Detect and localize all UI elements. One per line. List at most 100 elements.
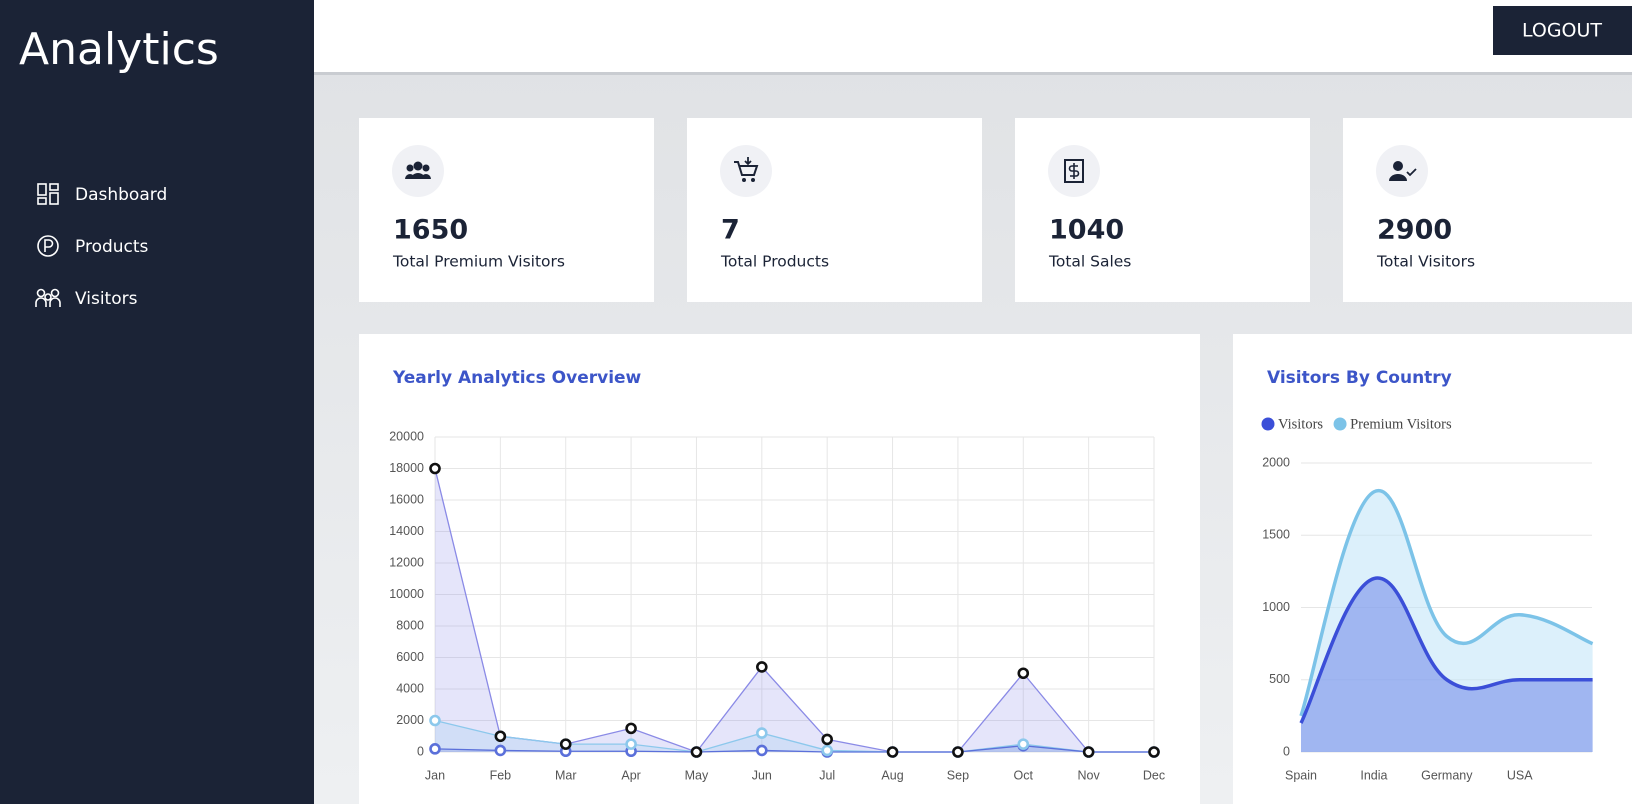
sidebar: [0, 0, 314, 804]
x-tick-label: Aug: [881, 768, 903, 782]
data-point: [429, 714, 441, 727]
stat-label: Total Premium Visitors: [392, 253, 565, 271]
stat-icon: [413, 161, 423, 171]
nav-icon: [37, 235, 59, 257]
data-point: [756, 661, 768, 673]
stat-icon: [1406, 168, 1417, 177]
x-tick-label: Germany: [1421, 768, 1473, 782]
data-point: [886, 746, 899, 758]
data-point: [1017, 667, 1030, 680]
stat-card: [1015, 118, 1310, 302]
stat-card: [687, 118, 982, 302]
data-point: [756, 744, 768, 757]
y-tick-label: 0: [417, 744, 424, 758]
y-tick-label: 16000: [389, 492, 424, 506]
stat-icon-bg: [1376, 145, 1428, 197]
y-tick-label: 12000: [389, 555, 424, 569]
data-point: [952, 746, 964, 758]
nav-label[interactable]: Visitors: [75, 289, 138, 309]
app-title: Analytics: [19, 24, 219, 75]
x-tick-label: Dec: [1143, 768, 1165, 782]
data-point: [821, 744, 833, 757]
data-point: [756, 727, 768, 739]
stat-icon: [734, 161, 759, 176]
header: [314, 0, 1632, 73]
y-tick-label: 0: [1283, 744, 1290, 758]
stat-value: 2900: [1377, 215, 1452, 246]
x-tick-label: Mar: [555, 768, 577, 782]
chart-panel: [359, 334, 1200, 804]
nav-icon: [36, 288, 46, 298]
stat-icon: [742, 178, 746, 182]
data-point: [429, 743, 441, 755]
x-tick-label: Sep: [947, 768, 969, 782]
x-tick-label: Oct: [1014, 768, 1034, 782]
logout-button[interactable]: [1493, 6, 1632, 55]
data-point: [494, 730, 507, 743]
nav-icon: [50, 288, 60, 298]
nav-icon: [35, 297, 47, 307]
x-tick-label: Jul: [819, 768, 835, 782]
nav-icon: [49, 192, 59, 205]
nav-icon: [49, 297, 61, 307]
nav-item[interactable]: Products: [37, 235, 149, 257]
stat-value: 7: [721, 215, 740, 246]
chart-title: Yearly Analytics Overview: [392, 368, 642, 388]
nav-icon: [49, 183, 59, 191]
series-line: [1299, 576, 1593, 724]
y-tick-label: 2000: [396, 713, 424, 727]
x-tick-label: USA: [1507, 768, 1533, 782]
nav-icon: [44, 293, 52, 301]
stat-icon: [422, 164, 430, 172]
legend-label: Premium Visitors: [1350, 416, 1452, 432]
stat-icon: [1393, 161, 1403, 171]
y-tick-label: 1000: [1262, 600, 1290, 614]
y-tick-label: 2000: [1262, 455, 1290, 469]
data-point: [625, 722, 637, 735]
nav-item[interactable]: Dashboard: [37, 183, 167, 205]
header-shadow: [314, 72, 1632, 75]
nav-label[interactable]: Dashboard: [75, 185, 167, 205]
y-tick-label: 18000: [389, 461, 424, 475]
stat-icon: [751, 178, 755, 182]
legend-swatch: [1333, 417, 1347, 431]
y-tick-label: 8000: [396, 618, 424, 632]
legend-swatch: [1261, 417, 1275, 431]
y-tick-label: 6000: [396, 650, 424, 664]
logout-label[interactable]: LOGOUT: [1522, 20, 1602, 42]
stat-icon-bg: [392, 145, 444, 197]
data-point: [690, 746, 703, 758]
x-tick-label: Spain: [1285, 768, 1317, 782]
data-point: [559, 738, 572, 750]
data-point: [1148, 746, 1160, 758]
stat-icon-bg: [720, 145, 772, 197]
stat-card: [359, 118, 654, 302]
chart-title: Visitors By Country: [1267, 368, 1452, 388]
data-point: [1017, 738, 1030, 750]
x-tick-label: Apr: [621, 768, 640, 782]
stat-value: 1040: [1049, 215, 1124, 246]
stat-label: Total Visitors: [1376, 253, 1475, 271]
nav-icon: [37, 183, 47, 196]
series-line: [1299, 488, 1594, 717]
series-line: [434, 745, 1154, 753]
data-point: [494, 744, 507, 757]
x-tick-label: Jan: [425, 768, 445, 782]
stat-icon: [411, 173, 425, 179]
y-tick-label: 4000: [396, 681, 424, 695]
nav-icon: [44, 239, 54, 252]
stat-card: [1343, 118, 1632, 302]
series-area: [1301, 578, 1593, 752]
nav-label[interactable]: Products: [75, 237, 149, 257]
series-line: [434, 719, 1154, 753]
y-tick-label: 14000: [389, 524, 424, 538]
stat-icon: [1389, 174, 1407, 181]
data-point: [821, 733, 833, 746]
data-point: [429, 462, 441, 475]
y-tick-label: 500: [1269, 672, 1290, 686]
stat-value: 1650: [393, 215, 468, 246]
x-tick-label: Feb: [490, 768, 512, 782]
y-tick-label: 10000: [389, 587, 424, 601]
nav-item[interactable]: Visitors: [35, 288, 138, 309]
